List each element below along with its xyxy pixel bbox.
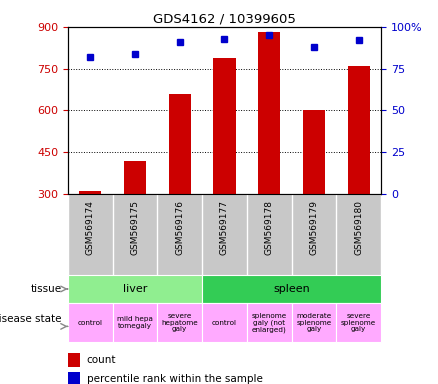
Bar [247, 303, 292, 342]
Text: control: control [78, 319, 103, 326]
Bar [68, 303, 113, 342]
Bar [202, 275, 381, 303]
Bar [347, 66, 370, 194]
Text: liver: liver [123, 284, 147, 294]
Bar [79, 191, 102, 194]
Text: tissue: tissue [31, 284, 62, 294]
Bar [303, 111, 325, 194]
Bar [213, 58, 236, 194]
Bar [124, 161, 146, 194]
Text: severe
hepatome
galy: severe hepatome galy [161, 313, 198, 332]
Text: GSM569176: GSM569176 [175, 200, 184, 255]
Text: control: control [212, 319, 237, 326]
Text: GSM569175: GSM569175 [131, 200, 139, 255]
Text: GSM569174: GSM569174 [86, 200, 95, 255]
Bar [202, 303, 247, 342]
Title: GDS4162 / 10399605: GDS4162 / 10399605 [153, 13, 296, 26]
Text: percentile rank within the sample: percentile rank within the sample [87, 374, 262, 384]
Text: GSM569180: GSM569180 [354, 200, 363, 255]
Text: count: count [87, 355, 116, 365]
Text: splenome
galy (not
enlarged): splenome galy (not enlarged) [251, 313, 287, 333]
Bar [258, 33, 280, 194]
Bar [169, 94, 191, 194]
Bar [68, 275, 202, 303]
Text: severe
splenome
galy: severe splenome galy [341, 313, 376, 332]
Bar [292, 303, 336, 342]
Text: spleen: spleen [273, 284, 310, 294]
Text: GSM569177: GSM569177 [220, 200, 229, 255]
Bar [68, 353, 81, 367]
Bar [113, 303, 157, 342]
Bar [68, 372, 81, 384]
Bar [336, 303, 381, 342]
Text: GSM569178: GSM569178 [265, 200, 274, 255]
Text: GSM569179: GSM569179 [310, 200, 318, 255]
Text: moderate
splenome
galy: moderate splenome galy [297, 313, 332, 332]
Bar [157, 303, 202, 342]
Text: mild hepa
tomegaly: mild hepa tomegaly [117, 316, 153, 329]
Text: disease state: disease state [0, 314, 62, 324]
